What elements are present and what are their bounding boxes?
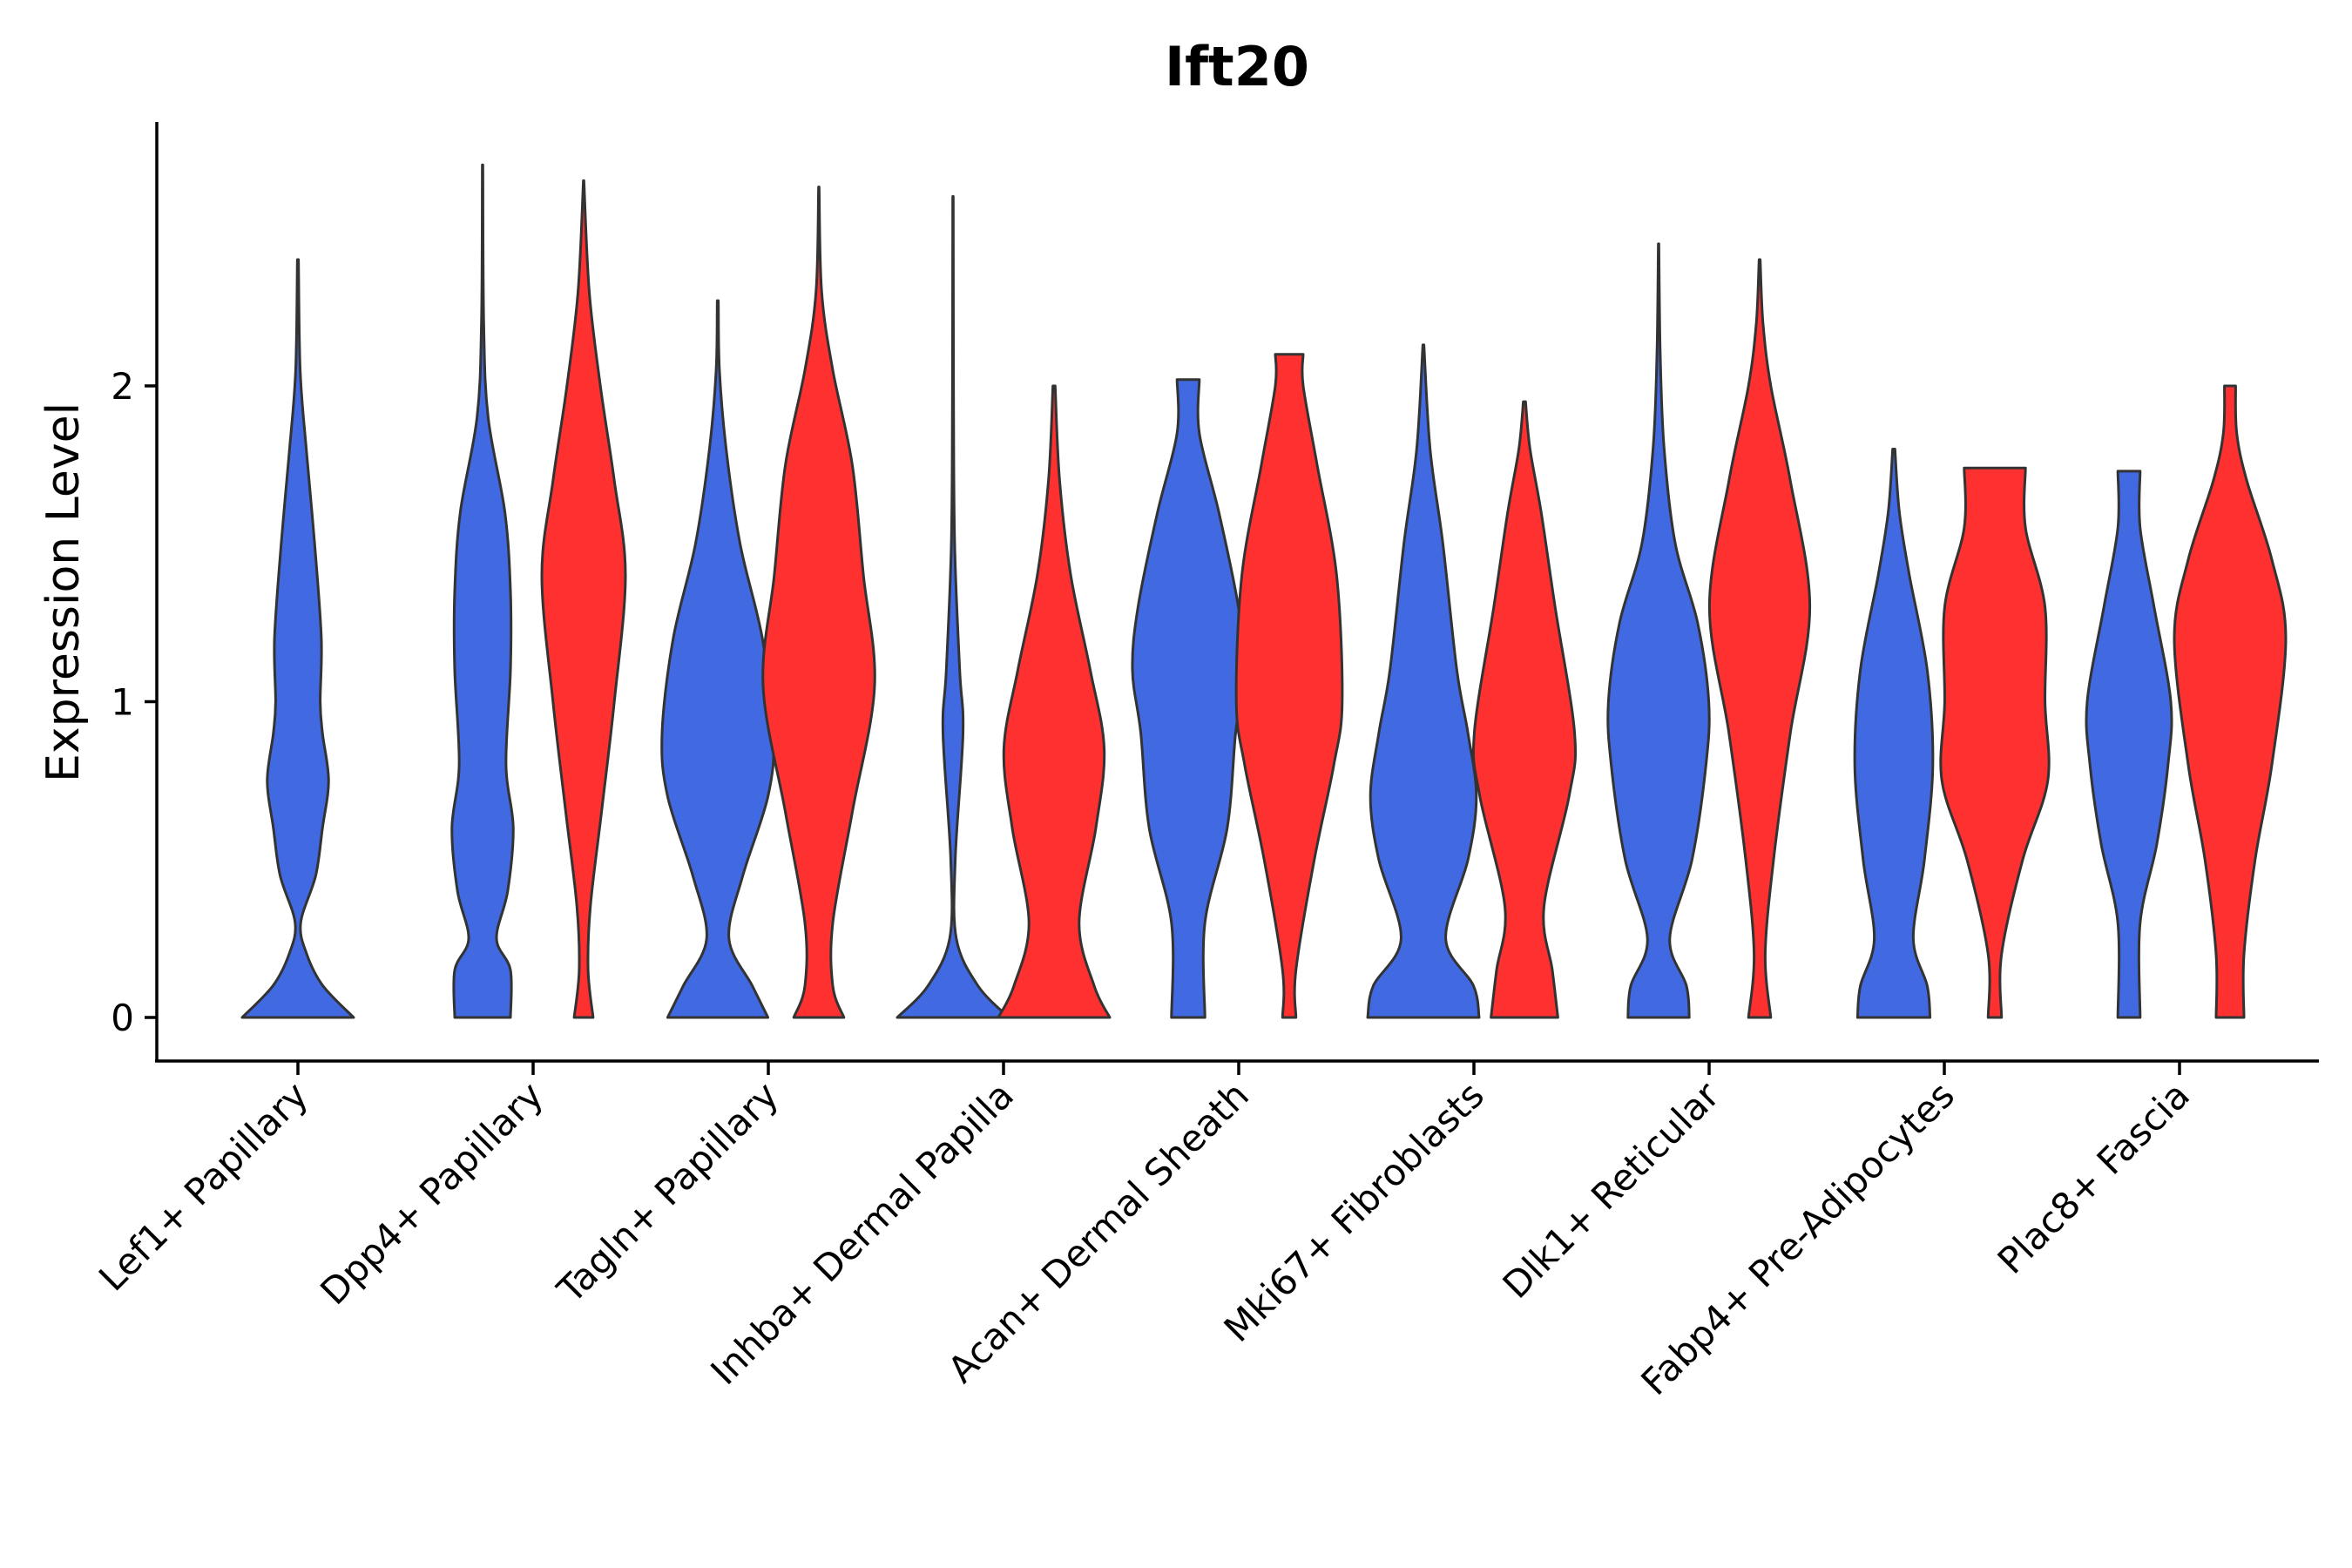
violin-group1-5 bbox=[1366, 343, 1481, 1019]
violin-group2-2 bbox=[761, 186, 876, 1019]
violin-group1-6 bbox=[1606, 242, 1711, 1019]
violin-group2-5 bbox=[1471, 400, 1578, 1019]
violin-group2-6 bbox=[1707, 258, 1812, 1019]
x-tick-label: Tagln+ Papillary bbox=[549, 1073, 787, 1311]
violin-group1-3 bbox=[896, 195, 1010, 1019]
x-tick-label: Mki67+ Fibroblasts bbox=[1216, 1073, 1492, 1349]
violin-group1-1 bbox=[450, 163, 515, 1019]
violin-group1-2 bbox=[660, 299, 775, 1019]
x-tick-label: Lef1+ Papillary bbox=[91, 1073, 316, 1299]
chart-title: Ift20 bbox=[1165, 35, 1309, 98]
violin-group2-4 bbox=[1234, 353, 1344, 1019]
y-tick-label: 1 bbox=[111, 681, 134, 724]
y-tick-label: 0 bbox=[111, 997, 134, 1039]
violin-group2-1 bbox=[540, 179, 627, 1019]
violin-group2-3 bbox=[997, 384, 1112, 1019]
violin-group1-7 bbox=[1853, 448, 1935, 1019]
violin-group1-0 bbox=[240, 258, 355, 1019]
violin-group1-8 bbox=[2085, 470, 2173, 1019]
violin-group2-7 bbox=[1939, 466, 2051, 1019]
x-tick-label: Dlk1+ Reticular bbox=[1495, 1073, 1728, 1307]
violin-group2-8 bbox=[2173, 384, 2288, 1019]
y-ticks: 0 1 2 bbox=[111, 365, 157, 1039]
y-axis-label: Expression Level bbox=[37, 402, 90, 782]
violin-layer bbox=[240, 163, 2288, 1019]
x-tick-label: Dpp4+ Papillary bbox=[312, 1073, 551, 1313]
violin-group1-4 bbox=[1131, 378, 1246, 1019]
x-tick-label: Plac8+ Fascia bbox=[1990, 1073, 2198, 1281]
y-tick-label: 2 bbox=[111, 365, 134, 408]
